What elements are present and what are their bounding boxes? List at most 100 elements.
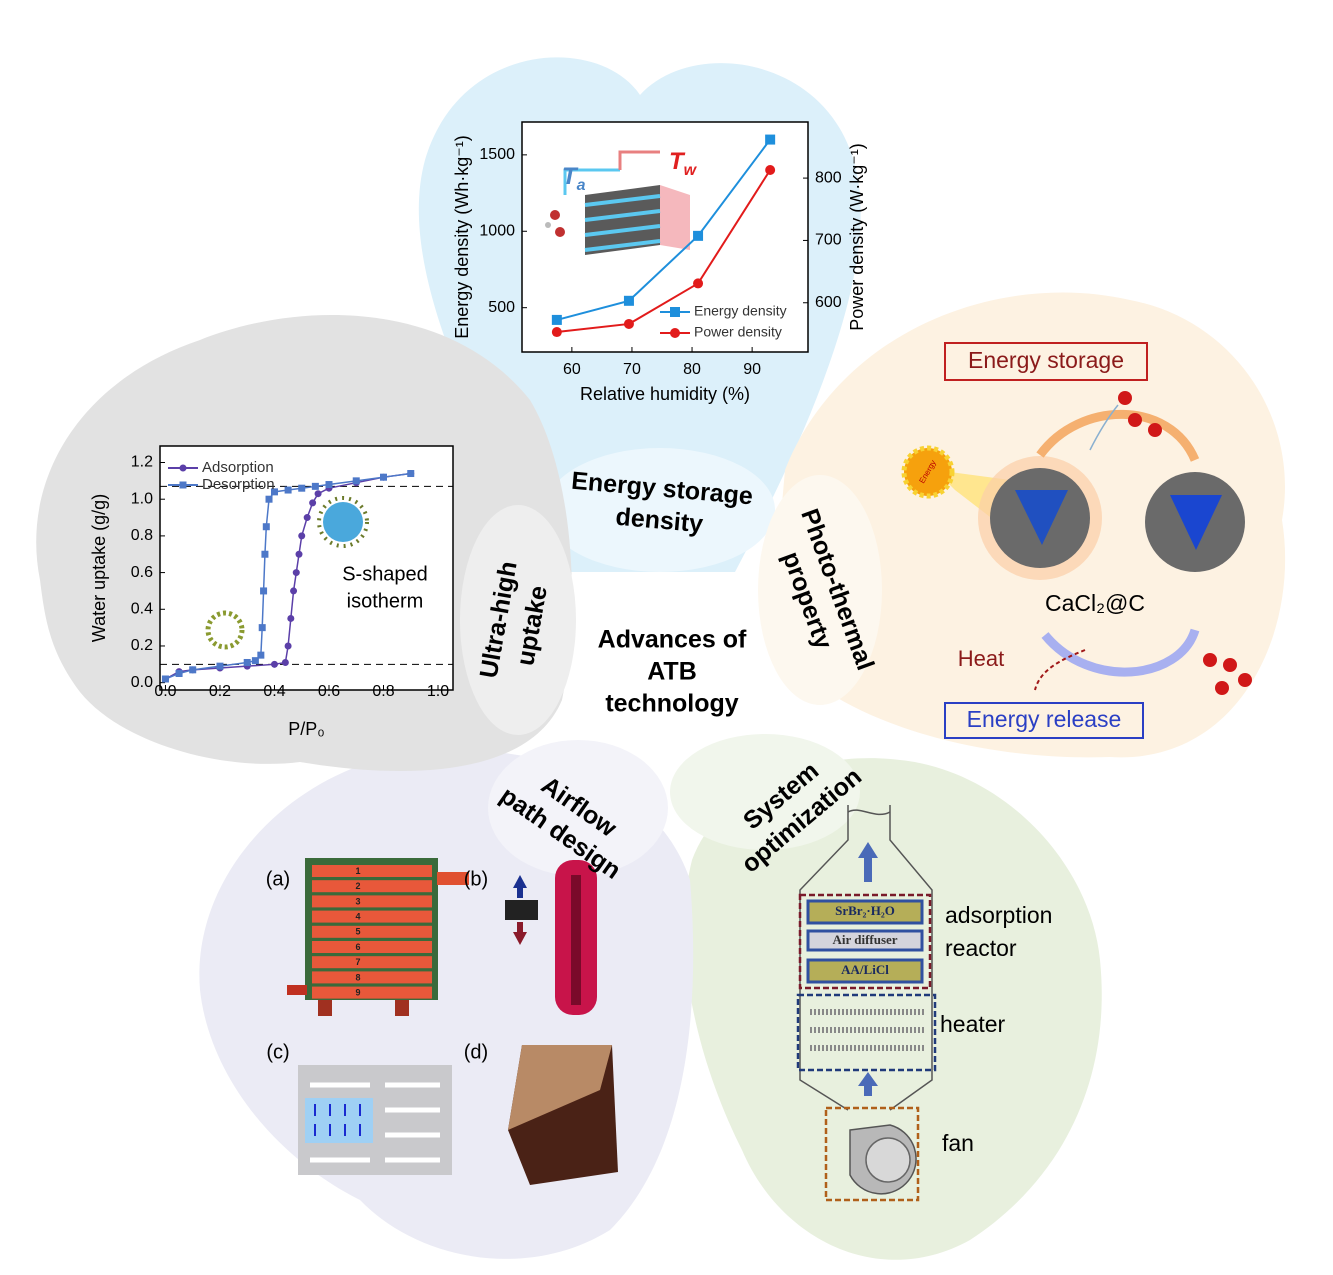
- layer-number: 3: [355, 896, 360, 906]
- layer-number: 1: [355, 866, 360, 876]
- marker: [314, 490, 322, 498]
- layer: [312, 956, 432, 969]
- y-axis-label: Water uptake (g/g): [89, 494, 109, 642]
- y-tick-label: 600: [815, 294, 842, 311]
- component-label: heater: [940, 1011, 1006, 1037]
- marker: [284, 486, 292, 494]
- layer-number: 7: [355, 957, 360, 967]
- marker: [270, 660, 278, 668]
- inset-label-sub: a: [577, 177, 586, 194]
- material-label: CaCl₂@C: [1045, 590, 1145, 616]
- component-label-group: adsorption reactor: [945, 902, 1052, 961]
- marker: [295, 550, 303, 558]
- x-axis-label: P/P₀: [288, 719, 324, 739]
- layer-number: 2: [355, 881, 360, 891]
- series-line: [556, 169, 771, 334]
- y-tick-label: 500: [488, 299, 515, 316]
- legend-label: Adsorption: [202, 459, 274, 476]
- marker: [311, 482, 319, 490]
- box-label: Energy storage: [968, 347, 1124, 373]
- marker: [258, 624, 266, 632]
- marker: [298, 484, 306, 492]
- marker: [251, 657, 259, 665]
- marker: [303, 514, 311, 522]
- petal-system: [684, 758, 1102, 1260]
- marker: [693, 230, 704, 241]
- y-tick-label: 0.6: [131, 564, 153, 581]
- y-tick-label: 800: [815, 169, 842, 186]
- y-tick-label: 1000: [479, 222, 515, 239]
- plot-frame: [159, 445, 454, 691]
- petal-label-bg: [460, 505, 576, 735]
- reactor-illustration: [796, 805, 937, 1202]
- layer-label: Air diffuser: [832, 932, 897, 947]
- layer: [312, 925, 432, 938]
- x-tick-label: 0.0: [154, 683, 176, 700]
- panel-label: (c): [266, 1041, 289, 1063]
- panel-label: (b): [464, 868, 488, 890]
- annotation-group: S-shaped isotherm: [342, 563, 428, 612]
- y-tick-label: 1.2: [131, 454, 153, 471]
- y-tick-label: 700: [815, 232, 842, 249]
- marker: [623, 295, 634, 306]
- plot-frame: [521, 121, 809, 353]
- y-tick-label: 0.8: [131, 527, 153, 544]
- layer-number: 4: [355, 911, 360, 921]
- box-label: Energy release: [967, 706, 1122, 732]
- y-tick-label: 0.4: [131, 600, 153, 617]
- y-axis-label: Energy density (Wh·kg⁻¹): [452, 135, 472, 339]
- y-tick-label: 0.2: [131, 637, 153, 654]
- marker: [270, 488, 278, 496]
- series-line: [556, 138, 771, 321]
- legend-marker: [670, 307, 680, 317]
- layer: [312, 865, 432, 877]
- layer-number: 6: [355, 942, 360, 952]
- component-label: fan: [942, 1130, 974, 1156]
- marker: [551, 327, 562, 338]
- legend-label: Desorption: [202, 476, 275, 493]
- marker: [284, 642, 292, 650]
- layer: [312, 880, 432, 893]
- y-tick-label: 1500: [479, 146, 515, 163]
- marker: [298, 532, 306, 540]
- marker: [260, 587, 268, 595]
- center-title-group: Advances of ATB technology: [598, 626, 747, 718]
- marker: [290, 587, 298, 595]
- airflow-illustration: 1 2 3 4 5 6 7 8 9: [287, 858, 618, 1185]
- legend-marker: [179, 464, 187, 472]
- heat-label: Heat: [958, 646, 1004, 671]
- marker: [216, 662, 224, 670]
- x-tick-label: 60: [563, 361, 581, 378]
- marker: [551, 314, 562, 325]
- marker: [407, 470, 415, 478]
- y-tick-label: 0.0: [131, 674, 153, 691]
- petal-label-bg: [488, 740, 668, 876]
- center-title: technology: [605, 690, 738, 718]
- layer: [312, 941, 432, 953]
- marker: [292, 569, 300, 577]
- layer: [312, 986, 432, 999]
- legend-marker: [179, 481, 187, 489]
- inset-label-main: T: [562, 163, 579, 190]
- x-tick-label: 70: [623, 361, 641, 378]
- panel-label: (a): [266, 868, 290, 890]
- inset-illustration: [522, 122, 808, 352]
- marker: [352, 477, 360, 485]
- x-tick-label: 0.4: [263, 683, 285, 700]
- petal-label-bg: [758, 475, 882, 705]
- component-label: adsorption: [945, 902, 1052, 928]
- marker: [693, 278, 704, 289]
- center-title: Advances of: [598, 626, 747, 654]
- legend-label: Energy density: [694, 303, 787, 319]
- layer: [312, 910, 432, 923]
- layer: [312, 971, 432, 984]
- marker: [189, 666, 197, 674]
- marker: [623, 318, 634, 329]
- marker: [287, 614, 295, 622]
- marker: [261, 550, 269, 558]
- marker: [243, 658, 251, 666]
- marker: [161, 675, 169, 683]
- layer: [312, 895, 432, 908]
- marker: [281, 658, 289, 666]
